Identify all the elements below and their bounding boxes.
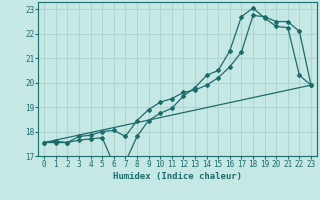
X-axis label: Humidex (Indice chaleur): Humidex (Indice chaleur) bbox=[113, 172, 242, 181]
